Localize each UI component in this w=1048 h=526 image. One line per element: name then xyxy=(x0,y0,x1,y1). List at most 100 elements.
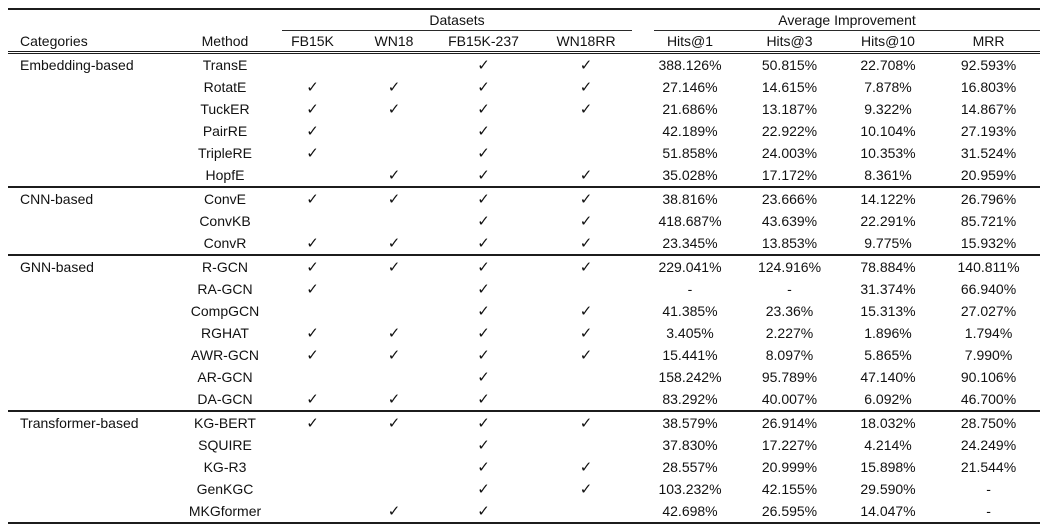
table-row: AWR-GCN ✓ ✓ ✓ ✓ 15.441% 8.097% 5.865% 7.990% xyxy=(8,344,1040,366)
metric-cell: 9.775% xyxy=(864,235,912,251)
empty-check-cell xyxy=(353,120,435,142)
metric-cell: 26.595% xyxy=(761,503,818,519)
category-cell xyxy=(8,388,178,411)
metric-cell: 6.092% xyxy=(864,391,912,407)
group-header-avg-improvement: Average Improvement xyxy=(640,9,1041,31)
empty-check-cell xyxy=(532,120,640,142)
metric-cell: 229.041% xyxy=(640,254,740,278)
checkmark-icon: ✓ xyxy=(532,254,640,278)
group-header-datasets: Datasets xyxy=(272,9,640,31)
empty-check-cell xyxy=(272,300,353,322)
category-cell xyxy=(8,278,178,300)
table-row: RotatE ✓ ✓ ✓ ✓ 27.146% 14.615% 7.878% 16.803% xyxy=(8,76,1040,98)
checkmark-icon: ✓ xyxy=(306,391,319,408)
metric-cell: 26.914% xyxy=(740,410,839,434)
checkmark-icon: ✓ xyxy=(306,281,319,298)
checkmark-icon: ✓ xyxy=(387,235,401,252)
table-row: SQUIRE ✓ 37.830% 17.227% 4.214% 24.249% xyxy=(8,434,1040,456)
metric-cell: 42.189% xyxy=(662,123,718,139)
checkmark-icon: ✓ xyxy=(579,101,593,118)
table-row: ConvR ✓ ✓ ✓ ✓ 23.345% 13.853% 9.775% 15.932% xyxy=(8,232,1040,255)
metric-cell: 23.345% xyxy=(662,235,718,251)
column-header-hits10: Hits@10 xyxy=(839,31,937,54)
empty-check-cell xyxy=(532,142,640,164)
metric-cell: 22.291% xyxy=(860,213,916,229)
metric-cell: 14.867% xyxy=(960,101,1017,117)
checkmark-icon: ✓ xyxy=(579,303,593,320)
metric-cell: 37.830% xyxy=(662,437,718,453)
category-cell: Transformer-based xyxy=(8,410,178,434)
checkmark-icon: ✓ xyxy=(579,325,593,342)
checkmark-icon: ✓ xyxy=(477,437,490,454)
category-cell xyxy=(8,478,178,500)
metric-cell: - xyxy=(986,481,991,497)
metric-cell: 38.579% xyxy=(640,410,740,434)
method-cell: AR-GCN xyxy=(197,369,253,385)
table-row: KG-R3 ✓ ✓ 28.557% 20.999% 15.898% 21.544% xyxy=(8,456,1040,478)
checkmark-icon: ✓ xyxy=(477,281,490,298)
table-body: Embedding-based TransE ✓ ✓ 388.126% 50.815% 22… xyxy=(8,53,1041,524)
empty-check-cell xyxy=(272,434,353,456)
checkmark-icon: ✓ xyxy=(579,57,593,74)
empty-check-cell xyxy=(353,278,435,300)
metric-cell: 24.249% xyxy=(960,437,1017,453)
checkmark-icon: ✓ xyxy=(435,410,532,434)
metric-cell: 15.898% xyxy=(860,459,916,475)
group-label-datasets: Datasets xyxy=(282,12,632,31)
checkmark-icon: ✓ xyxy=(477,303,490,320)
column-header-fb15k: FB15K xyxy=(272,31,353,54)
empty-check-cell xyxy=(532,500,640,523)
column-header-hits3: Hits@3 xyxy=(740,31,839,54)
empty-check-cell xyxy=(272,210,353,232)
category-cell xyxy=(8,142,178,164)
column-header-fb15k-237: FB15K-237 xyxy=(435,31,532,54)
checkmark-icon: ✓ xyxy=(477,347,490,364)
empty-check-cell xyxy=(532,388,640,411)
checkmark-icon: ✓ xyxy=(477,123,490,140)
results-table-wrapper: Datasets Average Improvement Categories … xyxy=(8,8,1041,524)
column-header-method: Method xyxy=(178,31,272,54)
metric-cell: 23.36% xyxy=(765,303,814,319)
category-cell xyxy=(8,456,178,478)
category-cell xyxy=(8,300,178,322)
metric-cell: 27.193% xyxy=(960,123,1017,139)
table-row: RA-GCN ✓ ✓ - - 31.374% 66.940% xyxy=(8,278,1040,300)
metric-cell: 15.932% xyxy=(960,235,1017,251)
category-cell xyxy=(8,98,178,120)
metric-cell: 1.896% xyxy=(864,325,912,341)
metric-cell: 15.313% xyxy=(860,303,916,319)
checkmark-icon: ✓ xyxy=(579,235,593,252)
checkmark-icon: ✓ xyxy=(477,481,490,498)
empty-check-cell xyxy=(272,456,353,478)
checkmark-icon: ✓ xyxy=(353,410,435,434)
checkmark-icon: ✓ xyxy=(477,459,490,476)
category-cell xyxy=(8,76,178,98)
checkmark-icon: ✓ xyxy=(387,167,401,184)
metric-cell: 9.322% xyxy=(864,101,912,117)
metric-cell: 15.441% xyxy=(662,347,718,363)
checkmark-icon: ✓ xyxy=(272,410,353,434)
metric-cell: - xyxy=(687,281,693,297)
metric-cell: - xyxy=(787,281,792,297)
metric-cell: 124.916% xyxy=(740,254,839,278)
empty-check-cell xyxy=(272,53,353,77)
checkmark-icon: ✓ xyxy=(579,347,593,364)
table-row: PairRE ✓ ✓ 42.189% 22.922% 10.104% 27.193% xyxy=(8,120,1040,142)
checkmark-icon: ✓ xyxy=(579,459,593,476)
metric-cell: 78.884% xyxy=(839,254,937,278)
checkmark-icon: ✓ xyxy=(387,391,401,408)
checkmark-icon: ✓ xyxy=(387,325,401,342)
checkmark-icon: ✓ xyxy=(387,101,401,118)
group-header-spacer xyxy=(8,9,272,31)
table-header: Datasets Average Improvement Categories … xyxy=(8,9,1041,54)
metric-cell: 14.122% xyxy=(839,186,937,210)
results-table: Datasets Average Improvement Categories … xyxy=(8,8,1041,524)
empty-check-cell xyxy=(353,366,435,388)
metric-cell: 51.858% xyxy=(662,145,718,161)
metric-cell: 5.865% xyxy=(864,347,912,363)
checkmark-icon: ✓ xyxy=(477,391,490,408)
checkmark-icon: ✓ xyxy=(477,79,490,96)
table-row: TuckER ✓ ✓ ✓ ✓ 21.686% 13.187% 9.322% 14.867% xyxy=(8,98,1040,120)
table-row: TripleRE ✓ ✓ 51.858% 24.003% 10.353% 31.524% xyxy=(8,142,1040,164)
metric-cell: 23.666% xyxy=(740,186,839,210)
